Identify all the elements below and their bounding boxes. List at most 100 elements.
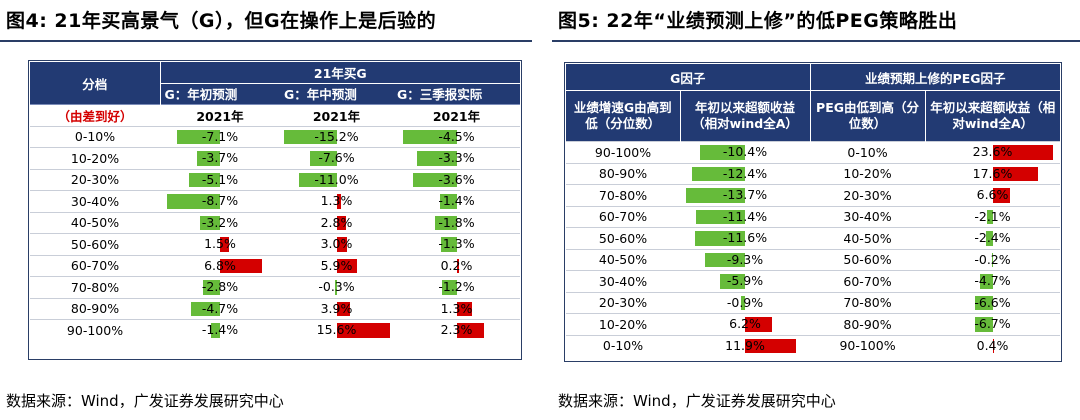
data-bar-cell: -1.8%: [393, 213, 520, 233]
value-cell: -7.1%: [160, 125, 280, 148]
value-label: -6.7%: [974, 316, 1011, 331]
label-cell: 10-20%: [30, 147, 160, 169]
data-bar-cell: 1.5%: [160, 234, 280, 254]
col-header: G：年初预测: [160, 83, 280, 105]
value-label: -4.7%: [201, 300, 239, 316]
figure-5-title: 图5: 22年“业绩预测上修”的低PEG策略胜出: [558, 10, 958, 32]
value-label: -1.4%: [201, 322, 239, 337]
value-label: -15.2%: [314, 128, 359, 144]
data-bar-cell: 6.8%: [160, 256, 280, 276]
value-label: 1.3%: [440, 300, 473, 316]
label-cell: 40-50%: [566, 248, 680, 271]
value-label: -6.6%: [974, 294, 1011, 310]
value-cell: -7.6%: [280, 147, 393, 169]
value-cell: -2.4%: [925, 227, 1061, 249]
label-cell: 50-60%: [30, 233, 160, 255]
data-bar-cell: -4.5%: [393, 127, 520, 147]
value-label: 1.3%: [320, 193, 353, 208]
value-cell: -4.5%: [393, 125, 520, 148]
data-bar-cell: -0.9%: [680, 293, 810, 313]
data-bar-cell: -1.4%: [393, 191, 520, 211]
positive-bar: [220, 258, 262, 273]
value-label: -0.2%: [974, 251, 1011, 267]
data-bar-cell: -7.1%: [160, 127, 280, 147]
value-cell: -4.7%: [925, 270, 1061, 292]
negative-bar: [741, 295, 746, 310]
value-cell: -11.6%: [680, 227, 811, 249]
negative-bar: [980, 274, 993, 289]
negative-bar: [191, 301, 220, 316]
positive-bar: [336, 301, 350, 316]
peg-factor-header: 业绩预期上修的PEG因子: [810, 64, 1061, 91]
negative-bar: [691, 166, 746, 181]
figure-4-table: 分档 21年买G G：年初预测 G：年中预测 G：三季报实际 （由差到好） 20…: [30, 62, 520, 341]
value-cell: -1.8%: [393, 211, 520, 234]
value-label: 17.6%: [972, 165, 1013, 181]
data-bar-cell: -11.4%: [680, 207, 810, 227]
value-cell: 17.6%: [925, 162, 1061, 185]
value-label: -3.6%: [438, 171, 475, 187]
label-cell: 30-40%: [30, 190, 160, 212]
data-bar-cell: -3.3%: [393, 148, 520, 168]
data-bar-cell: -15.2%: [280, 127, 393, 147]
data-bar-cell: -5.1%: [160, 170, 280, 190]
value-cell: -3.2%: [160, 211, 280, 234]
negative-bar: [402, 129, 457, 144]
value-cell: -2.1%: [925, 205, 1061, 228]
table-row: 10-20% -3.7% -7.6% -3.3%: [30, 147, 520, 169]
group-label: 分档: [30, 62, 161, 105]
negative-bar: [440, 237, 457, 252]
table-row: 70-80% -2.8% -0.3% -1.2%: [30, 276, 520, 298]
table-row: 30-40% -5.9% 60-70% -4.7%: [566, 270, 1061, 292]
data-bar-cell: -3.2%: [160, 213, 280, 233]
label-cell: 10-20%: [810, 162, 926, 185]
data-bar-cell: 15.6%: [280, 321, 393, 341]
value-cell: -6.7%: [925, 313, 1061, 335]
group-title: 21年买G: [160, 62, 520, 84]
label-cell: 20-30%: [810, 184, 926, 206]
data-bar-cell: -6.7%: [925, 314, 1060, 334]
value-cell: -9.3%: [680, 248, 811, 271]
table-row: 80-90% -12.4% 10-20% 17.6%: [566, 162, 1061, 185]
title-rule: [0, 40, 532, 42]
positive-bar: [992, 145, 1054, 160]
positive-bar: [992, 338, 994, 353]
table-row: 90-100% -10.4% 0-10% 23.6%: [566, 141, 1061, 163]
data-bar-cell: 2.3%: [393, 321, 520, 341]
value-cell: 1.3%: [280, 190, 393, 212]
data-bar-cell: -6.6%: [925, 293, 1060, 313]
value-label: -2.4%: [974, 230, 1011, 245]
value-label: -7.1%: [201, 128, 239, 144]
value-label: -11.0%: [314, 171, 359, 187]
figure-5-source: 数据来源：Wind，广发证券发展研究中心: [558, 392, 836, 410]
label-cell: 60-70%: [810, 270, 926, 292]
value-label: -4.5%: [438, 128, 475, 144]
data-bar-cell: 2.8%: [280, 213, 393, 233]
data-bar-cell: -9.3%: [680, 250, 810, 270]
value-cell: -6.6%: [925, 291, 1061, 314]
label-cell: 50-60%: [810, 248, 926, 271]
col-header: G：年中预测: [280, 83, 393, 105]
table-row: 40-50% -9.3% 50-60% -0.2%: [566, 248, 1061, 271]
value-cell: -1.4%: [393, 190, 520, 212]
negative-bar: [696, 209, 746, 224]
value-cell: -1.2%: [393, 276, 520, 298]
label-cell: 20-30%: [566, 291, 680, 314]
negative-bar: [705, 252, 746, 267]
value-cell: -15.2%: [280, 125, 393, 148]
value-label: -1.4%: [438, 193, 475, 208]
value-cell: 11.9%: [680, 334, 811, 356]
table-row: 50-60% 1.5% 3.0% -1.3%: [30, 233, 520, 255]
table-row: 20-30% -5.1% -11.0% -3.6%: [30, 168, 520, 191]
positive-bar: [456, 301, 473, 316]
data-bar-cell: 0.2%: [393, 256, 520, 276]
value-label: -5.9%: [726, 273, 764, 288]
negative-bar: [211, 323, 220, 338]
value-label: -3.7%: [201, 150, 239, 165]
data-bar-cell: -2.1%: [925, 207, 1060, 227]
data-bar-cell: -1.2%: [393, 277, 520, 297]
value-label: 15.6%: [316, 322, 357, 337]
label-cell: 90-100%: [810, 334, 926, 356]
value-cell: -3.7%: [160, 147, 280, 169]
label-cell: 0-10%: [810, 141, 926, 163]
